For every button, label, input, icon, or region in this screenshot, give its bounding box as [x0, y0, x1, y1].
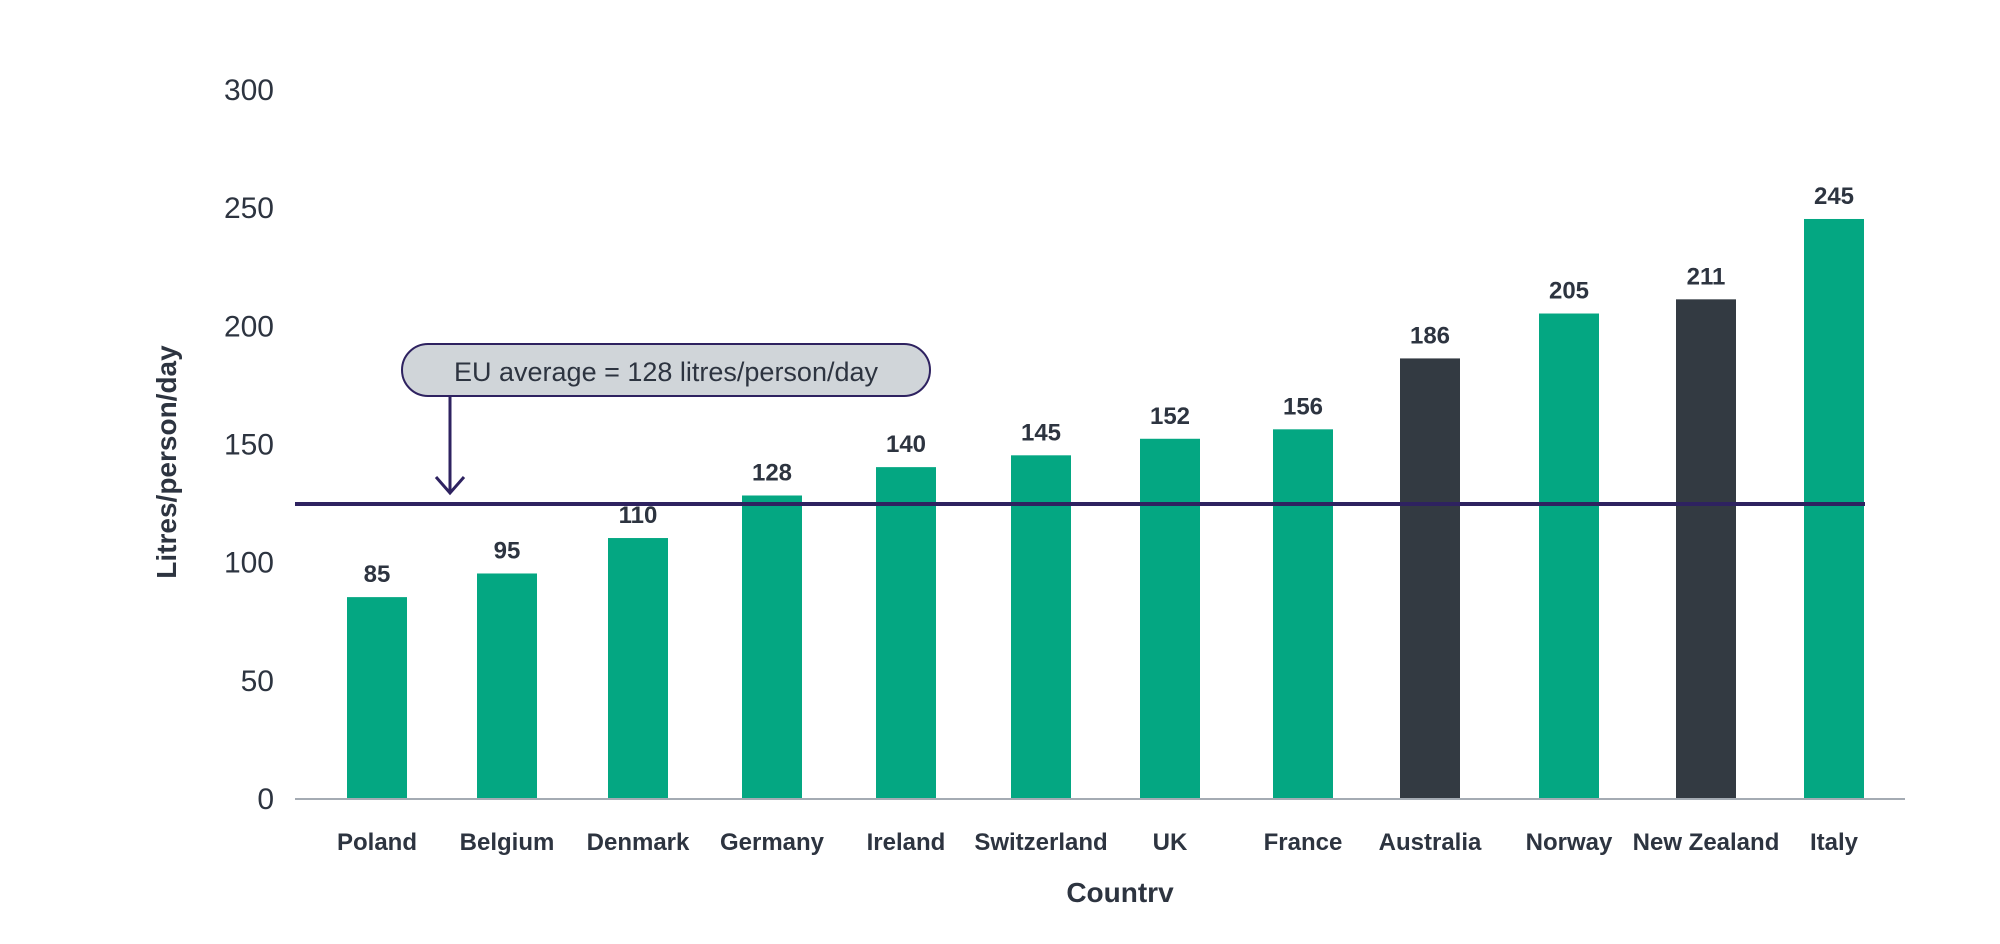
bar-value-label: 85	[364, 561, 391, 588]
y-tick-label: 50	[241, 665, 274, 698]
x-tick-label: France	[1264, 829, 1343, 856]
bar-value-label: 110	[619, 502, 658, 529]
y-tick-label: 150	[224, 429, 274, 462]
y-tick-label: 250	[224, 192, 274, 225]
bar-value-label: 205	[1549, 278, 1589, 305]
bar	[1804, 218, 1864, 798]
x-tick-label: Belgium	[460, 829, 555, 856]
y-tick-label: 100	[224, 547, 274, 580]
x-axis-labels: Poland Belgium Denmark Germany Ireland Switze…	[337, 829, 1859, 856]
value-labels: 85 95 110 128 140 145 152 156 186 205 211 245	[364, 183, 1854, 588]
x-axis-title: Countrv	[1066, 877, 1174, 908]
eu-average-callout: EU average = 128 litres/person/day	[401, 343, 931, 496]
x-tick-label: New Zealand	[1633, 829, 1780, 856]
bar-value-label: 186	[1410, 322, 1450, 349]
y-tick-label: 0	[257, 783, 274, 816]
y-tick-label: 200	[224, 310, 274, 343]
bar-value-label: 140	[886, 431, 926, 458]
x-tick-label: Switzerland	[974, 829, 1107, 856]
bar-value-label: 211	[1687, 263, 1726, 290]
x-tick-label: Norway	[1526, 829, 1613, 856]
y-axis-ticks: 0 50 100 150 200 250 300	[224, 74, 274, 816]
x-tick-label: Australia	[1379, 829, 1482, 856]
bar	[1140, 438, 1200, 798]
bar	[1676, 299, 1736, 798]
bar-value-label: 245	[1814, 183, 1854, 210]
bar	[1273, 429, 1333, 798]
x-tick-label: Denmark	[587, 829, 690, 856]
y-tick-label: 300	[224, 74, 274, 107]
bar-value-label: 95	[494, 537, 521, 564]
callout-arrow-head	[434, 476, 466, 496]
bar-value-label: 152	[1150, 403, 1190, 430]
bar	[742, 495, 802, 798]
callout-box	[401, 343, 931, 397]
x-tick-label: Italy	[1810, 829, 1859, 856]
bar-value-label: 156	[1283, 393, 1323, 420]
bar	[876, 467, 936, 798]
x-tick-label: Germany	[720, 829, 825, 856]
x-tick-label: UK	[1153, 829, 1188, 856]
bar-value-label: 128	[752, 459, 792, 486]
bar	[477, 573, 537, 798]
bar	[347, 597, 407, 798]
bar	[1539, 313, 1599, 798]
callout-label: EU average = 128 litres/person/day	[454, 357, 878, 387]
y-axis-title: Litres/person/day	[151, 345, 182, 579]
bar-value-label: 145	[1021, 419, 1061, 446]
bars	[347, 218, 1864, 798]
x-tick-label: Ireland	[867, 829, 946, 856]
bar	[608, 538, 668, 798]
bar	[1400, 358, 1460, 798]
x-tick-label: Poland	[337, 829, 417, 856]
bar	[1011, 455, 1071, 798]
